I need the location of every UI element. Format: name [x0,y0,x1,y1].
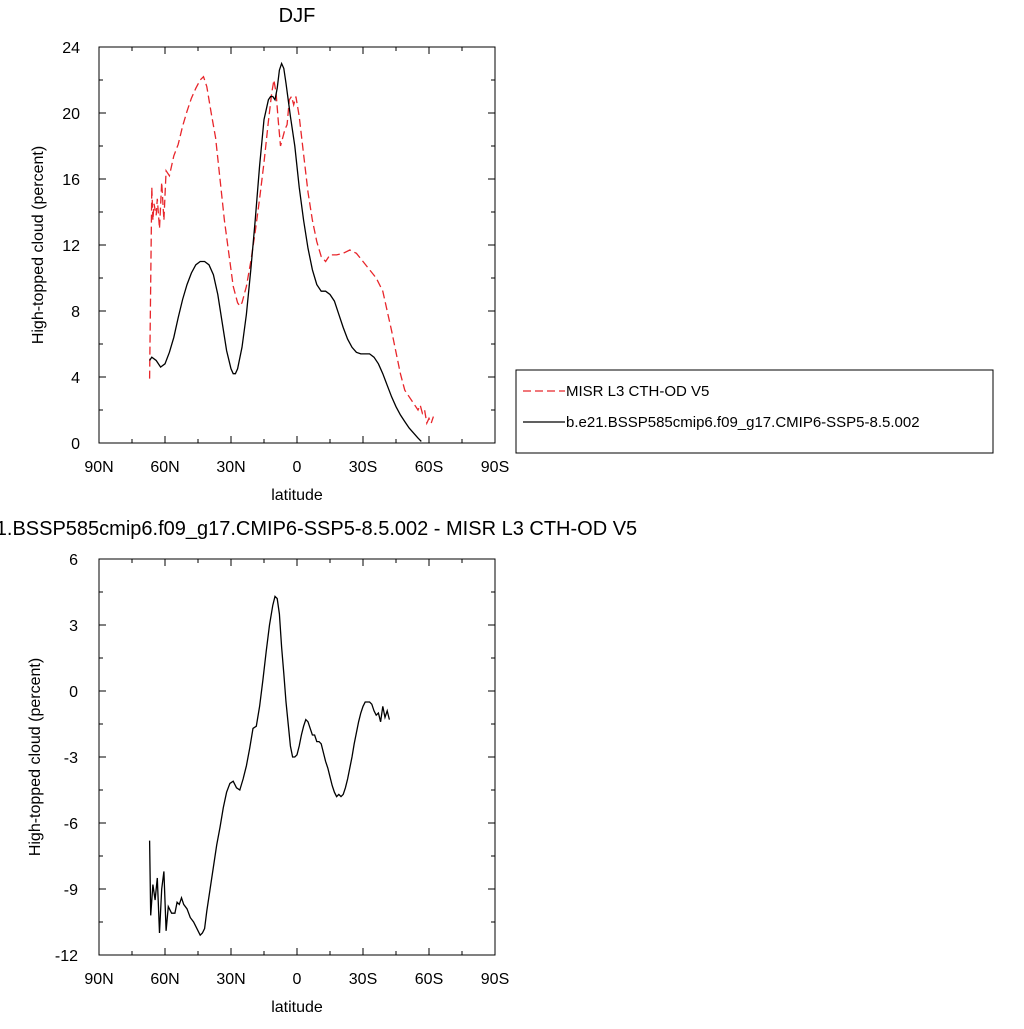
x-tick-label: 90N [84,971,113,988]
legend-box [515,369,994,454]
plot-frame-top [98,46,496,444]
x-tick-label: 90N [84,459,113,476]
x-tick-marks-bottom [98,559,496,955]
y-axis-label-bottom: High-topped cloud (percent) [27,658,44,856]
chart-title-bottom: b.e21.BSSP585cmip6.f09_g17.CMIP6-SSP5-8.… [0,518,637,540]
x-tick-label: 60S [415,971,443,988]
y-tick-label: 3 [69,618,78,635]
y-tick-label: 8 [71,304,80,321]
series-line-model [149,61,422,442]
chart-panel-top: DJF 90N 60N 30N 0 30S 60S 90S 0 4 8 12 1… [30,5,509,504]
y-tick-label: -9 [64,882,78,899]
legend: MISR L3 CTH-OD V5 b.e21.BSSP585cmip6.f09… [515,369,994,454]
x-tick-label: 30N [216,971,245,988]
legend-label-model: b.e21.BSSP585cmip6.f09_g17.CMIP6-SSP5-8.… [566,414,920,431]
y-tick-label: -12 [55,948,78,965]
x-tick-label: 30S [349,971,377,988]
y-tick-label: 0 [71,436,80,453]
x-tick-label: 90S [481,459,509,476]
x-tick-label: 60N [150,459,179,476]
legend-label-misr: MISR L3 CTH-OD V5 [566,383,709,400]
x-tick-label: 0 [293,971,302,988]
chart-title-top: DJF [279,5,316,27]
y-tick-label: 16 [62,172,80,189]
x-tick-label: 30S [349,459,377,476]
x-tick-label: 0 [293,459,302,476]
x-tick-label: 90S [481,971,509,988]
x-tick-label: 60S [415,459,443,476]
y-tick-label: -3 [64,750,78,767]
series-line-difference [148,595,391,937]
x-tick-label: 30N [216,459,245,476]
y-tick-label: 12 [62,238,80,255]
y-tick-marks-top [99,46,495,444]
y-tick-label: 20 [62,106,80,123]
y-tick-label: 0 [69,684,78,701]
y-tick-label: 24 [62,40,80,57]
x-tick-label: 60N [150,971,179,988]
chart-panel-bottom: b.e21.BSSP585cmip6.f09_g17.CMIP6-SSP5-8.… [0,518,637,1016]
y-tick-label: 6 [69,552,78,569]
x-tick-marks-top [98,47,496,443]
y-axis-label-top: High-topped cloud (percent) [30,146,47,344]
x-axis-label-bottom: latitude [271,999,323,1016]
series-line-misr [148,75,435,426]
y-tick-label: -6 [64,816,78,833]
y-tick-marks-bottom [99,558,495,956]
y-tick-label: 4 [71,370,80,387]
x-axis-label-top: latitude [271,487,323,504]
